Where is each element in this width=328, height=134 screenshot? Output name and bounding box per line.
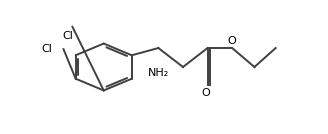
Text: NH₂: NH₂ bbox=[148, 68, 169, 78]
Text: Cl: Cl bbox=[41, 44, 52, 54]
Text: O: O bbox=[201, 88, 210, 98]
Text: Cl: Cl bbox=[63, 31, 73, 41]
Text: O: O bbox=[228, 36, 236, 46]
